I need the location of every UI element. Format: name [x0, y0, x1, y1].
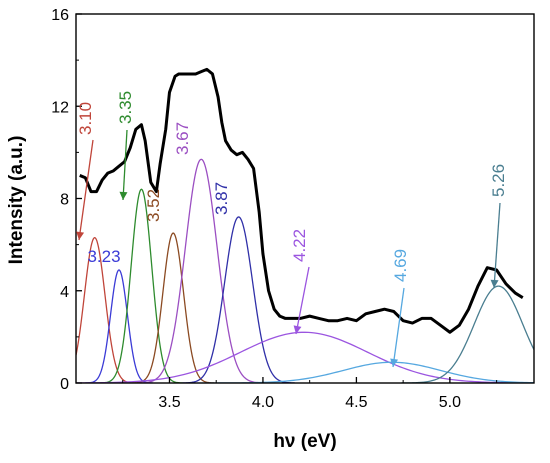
annotation-arrow: [295, 266, 310, 335]
x-tick-label: 5.0: [439, 394, 461, 411]
fit-peak-3.23: [85, 269, 153, 383]
measured-spectrum: [79, 67, 524, 334]
y-tick-label: 16: [51, 7, 69, 24]
x-tick-label: 4.5: [345, 394, 367, 411]
measured-line: [79, 67, 524, 334]
peak-label-3.87: 3.87: [212, 182, 231, 215]
x-tick-label: 4.0: [252, 394, 274, 411]
peak-label-4.69: 4.69: [391, 249, 410, 282]
x-axis-title: hν (eV): [273, 431, 336, 452]
fit-peak-3.52: [132, 232, 215, 383]
fit-peak-3.67: [137, 158, 265, 383]
peak-label-5.26: 5.26: [489, 164, 508, 197]
peak-label-3.52: 3.52: [144, 189, 163, 222]
peak-label-3.10: 3.10: [76, 102, 95, 135]
annotation-arrowhead: [490, 279, 499, 288]
x-tick-label: 3.5: [158, 394, 180, 411]
y-axis-title: Intensity (a.u.): [6, 136, 27, 265]
fit-peak-4.22: [76, 331, 534, 383]
x-axis: 3.5 4.0 4.5 5.0: [122, 377, 498, 411]
y-axis: 0 4 8 12 16: [51, 7, 82, 393]
annotation-arrow: [122, 129, 128, 201]
y-tick-label: 0: [60, 376, 69, 393]
annotation-arrowhead: [119, 191, 128, 200]
y-tick-label: 8: [60, 192, 69, 209]
annotation-arrow: [392, 287, 405, 368]
annotation-arrow: [78, 139, 94, 241]
y-tick-label: 4: [60, 284, 69, 301]
peak-labels: 3.10 3.23 3.35 3.52 3.67 3.87 4.22 4.69 5.26: [76, 91, 508, 368]
annotation-arrowhead: [293, 325, 302, 334]
y-tick-label: 12: [51, 99, 69, 116]
annotation-arrow: [493, 202, 501, 289]
peak-label-3.67: 3.67: [173, 122, 192, 155]
fit-peak-3.87: [182, 216, 295, 383]
annotation-arrowhead: [76, 231, 85, 240]
peak-label-3.35: 3.35: [116, 91, 135, 124]
peak-label-3.23: 3.23: [87, 247, 120, 266]
peak-label-4.22: 4.22: [290, 229, 309, 262]
annotation-arrowhead: [390, 358, 399, 367]
fit-curves: [76, 158, 534, 383]
fit-peak-5.26: [401, 285, 534, 383]
